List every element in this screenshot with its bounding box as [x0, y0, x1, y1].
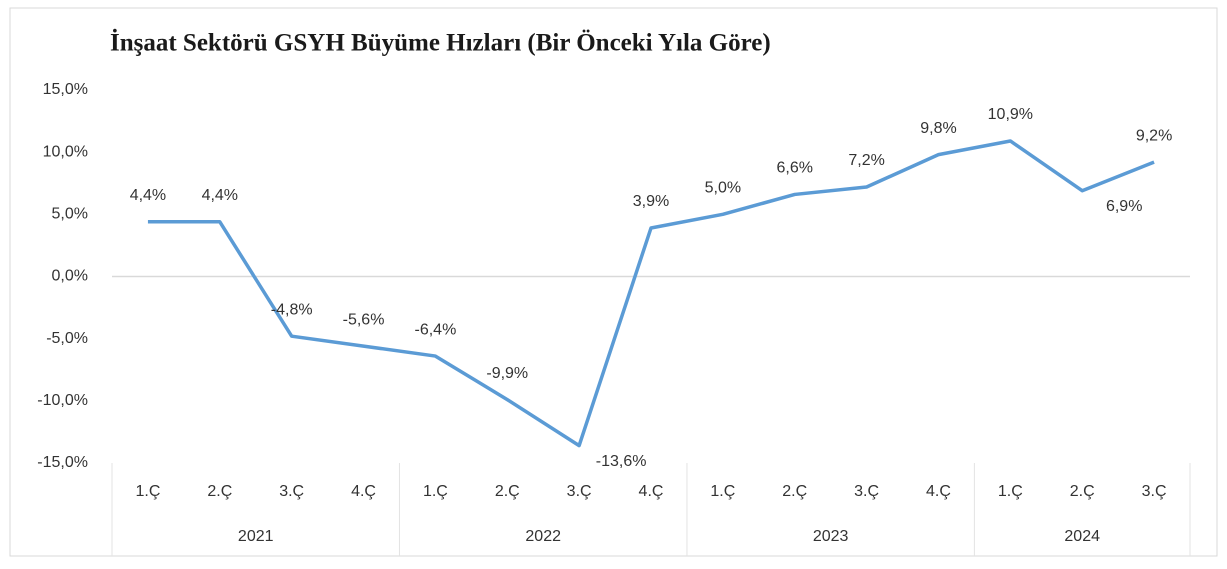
group-label: 2022 — [525, 528, 561, 545]
x-tick-label: 3.Ç — [567, 483, 592, 500]
x-tick-label: 2.Ç — [782, 483, 807, 500]
x-tick-label: 2.Ç — [1070, 483, 1095, 500]
group-label: 2024 — [1064, 528, 1100, 545]
y-tick-label: 5,0% — [52, 206, 88, 223]
x-tick-label: 2.Ç — [207, 483, 232, 500]
data-label: 5,0% — [705, 180, 741, 197]
data-label: -5,6% — [343, 311, 385, 328]
data-label: 9,8% — [920, 120, 956, 137]
data-label: 7,2% — [848, 152, 884, 169]
y-tick-label: 10,0% — [43, 143, 88, 160]
group-label: 2021 — [238, 528, 274, 545]
y-tick-label: -5,0% — [46, 330, 88, 347]
chart-title: İnşaat Sektörü GSYH Büyüme Hızları (Bir … — [110, 29, 771, 57]
x-tick-label: 1.Ç — [710, 483, 735, 500]
data-label: 6,9% — [1106, 198, 1142, 215]
x-tick-label: 1.Ç — [423, 483, 448, 500]
data-label: -13,6% — [596, 453, 647, 470]
x-tick-label: 3.Ç — [854, 483, 879, 500]
x-tick-label: 4.Ç — [351, 483, 376, 500]
x-tick-label: 4.Ç — [926, 483, 951, 500]
data-label: 10,9% — [988, 106, 1033, 123]
data-label: -9,9% — [486, 365, 528, 382]
data-label: -4,8% — [271, 301, 313, 318]
data-label: 4,4% — [130, 187, 166, 204]
data-label: 3,9% — [633, 193, 669, 210]
x-tick-label: 3.Ç — [279, 483, 304, 500]
x-tick-label: 1.Ç — [135, 483, 160, 500]
y-tick-label: -15,0% — [37, 454, 88, 471]
y-tick-label: 15,0% — [43, 81, 88, 98]
chart-border — [9, 7, 1218, 557]
x-tick-label: 2.Ç — [495, 483, 520, 500]
x-tick-label: 3.Ç — [1142, 483, 1167, 500]
line-series — [147, 139, 1155, 448]
y-tick-label: 0,0% — [52, 268, 88, 285]
x-tick-label: 1.Ç — [998, 483, 1023, 500]
data-label: -6,4% — [415, 321, 457, 338]
x-tick-label: 4.Ç — [639, 483, 664, 500]
data-label: 9,2% — [1136, 127, 1172, 144]
group-label: 2023 — [813, 528, 849, 545]
data-label: 4,4% — [202, 187, 238, 204]
y-tick-label: -10,0% — [37, 392, 88, 409]
data-label: 6,6% — [776, 160, 812, 177]
